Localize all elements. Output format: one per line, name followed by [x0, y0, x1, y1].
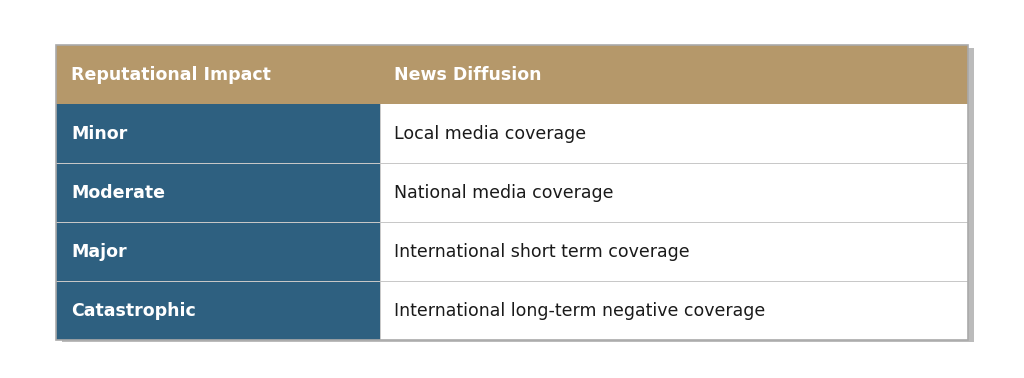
Bar: [56, 45, 968, 340]
Text: Minor: Minor: [71, 125, 127, 143]
Text: International long-term negative coverage: International long-term negative coverag…: [394, 302, 766, 320]
Text: Reputational Impact: Reputational Impact: [71, 66, 270, 84]
Bar: [62, 48, 974, 342]
Text: National media coverage: National media coverage: [394, 184, 614, 202]
Bar: [56, 104, 380, 163]
Bar: [56, 281, 380, 340]
Text: Local media coverage: Local media coverage: [394, 125, 587, 143]
Bar: [56, 163, 380, 222]
Text: News Diffusion: News Diffusion: [394, 66, 542, 84]
Bar: [56, 45, 968, 340]
Bar: [56, 45, 968, 104]
Text: Major: Major: [71, 243, 127, 261]
Bar: [380, 222, 968, 281]
Text: Moderate: Moderate: [71, 184, 165, 202]
Bar: [380, 104, 968, 163]
Text: Catastrophic: Catastrophic: [71, 302, 196, 320]
Text: International short term coverage: International short term coverage: [394, 243, 690, 261]
Bar: [380, 163, 968, 222]
Bar: [380, 281, 968, 340]
Bar: [56, 222, 380, 281]
